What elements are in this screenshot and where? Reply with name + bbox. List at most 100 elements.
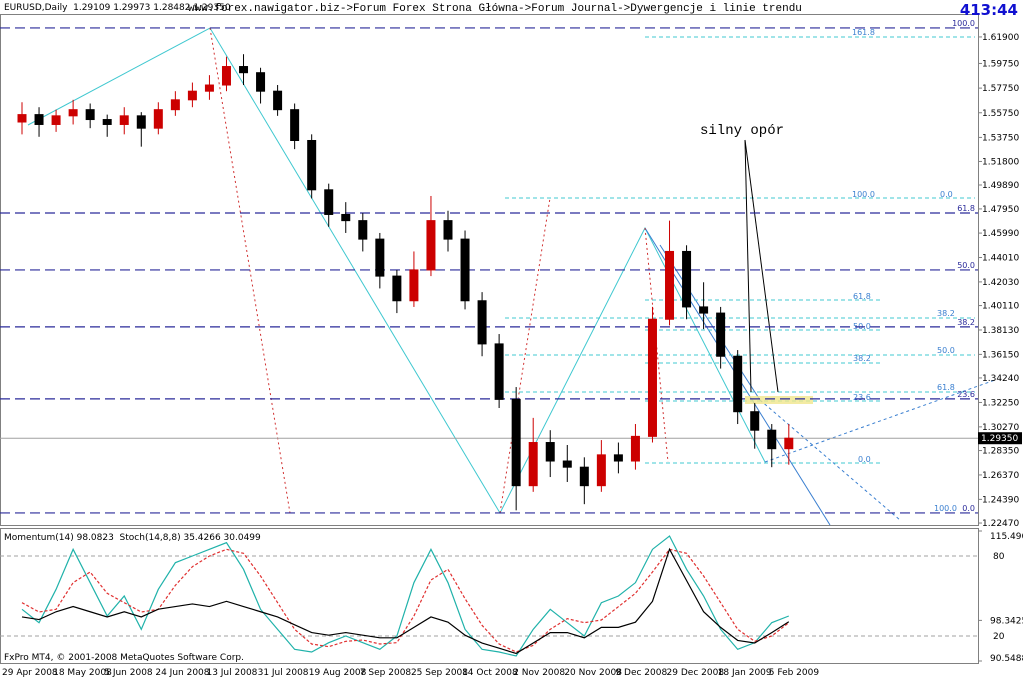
y-tick-label: 1.30270 (982, 423, 1019, 433)
indicator-window (0, 528, 979, 664)
y-tick-label: 1.40110 (982, 302, 1019, 312)
clock: 413:44 (960, 1, 1018, 19)
candle-body (358, 220, 368, 240)
trendline (764, 379, 996, 463)
indicator-line (21, 547, 790, 655)
x-tick-label: 29 Dec 2008 (667, 668, 725, 678)
indicator-title: Momentum(14) 98.0823 Stoch(14,8,8) 35.42… (4, 533, 261, 543)
x-tick-label: 13 Jul 2008 (206, 668, 257, 678)
y-tick-label: 20 (993, 632, 1005, 642)
y-tick-label: 1.26370 (982, 471, 1019, 481)
x-tick-label: 9 Dec 2008 (615, 668, 667, 678)
x-tick-label: 19 Aug 2008 (309, 668, 367, 678)
candle-body (119, 115, 129, 125)
y-tick-label: 1.32250 (982, 398, 1019, 408)
x-tick-label: 24 Jun 2008 (155, 668, 209, 678)
candle-body (153, 109, 163, 129)
y-tick-label: 1.44010 (982, 253, 1019, 263)
candle-body (596, 454, 606, 487)
y-tick-label: 1.57750 (982, 84, 1019, 94)
trendline (659, 244, 761, 401)
x-tick-label: 20 Nov 2008 (564, 668, 622, 678)
candle-body (767, 429, 777, 450)
y-tick-label: 1.24390 (982, 495, 1019, 505)
annotation: 23.6 (853, 393, 871, 402)
footer: FxPro MT4, © 2001-2008 MetaQuotes Softwa… (4, 653, 244, 663)
y-tick-label: 80 (993, 552, 1005, 562)
y-tick-label: 1.51800 (982, 157, 1019, 167)
candle-body (68, 109, 78, 117)
x-tick-label: 18 Jan 2009 (718, 668, 772, 678)
fib-projection (499, 197, 551, 514)
candle-body (102, 119, 112, 125)
y-tick-label: 1.53750 (982, 133, 1019, 143)
y-tick-label: 1.22470 (982, 519, 1019, 529)
candle-body (545, 442, 555, 462)
x-tick-label: 5 Jun 2008 (104, 668, 153, 678)
candle-body (170, 99, 180, 111)
candle-body (443, 220, 453, 240)
fib-label: 61.8 (957, 204, 975, 213)
annotation: silny opór (700, 123, 784, 139)
x-tick-label: 7 Sep 2008 (360, 668, 412, 678)
candle-body (579, 466, 589, 487)
candle-body (647, 318, 657, 437)
candle-body (51, 115, 61, 125)
chart-title: www.forex.nawigator.biz->Forum Forex Str… (188, 3, 802, 15)
y-tick-label: 1.61900 (982, 33, 1019, 43)
candle-body (221, 66, 231, 86)
annotation: 0.0 (940, 190, 953, 199)
candle-body (375, 238, 385, 277)
x-tick-label: 18 May 2008 (53, 668, 112, 678)
resistance-zone (745, 396, 813, 404)
candle-body (613, 454, 623, 462)
candle-body (426, 220, 436, 271)
x-tick-label: 14 Oct 2008 (462, 668, 518, 678)
fib-projection (644, 227, 669, 463)
x-tick-label: 25 Sep 2008 (411, 668, 468, 678)
fib-label: 0.0 (962, 504, 975, 513)
annotation: 0.0 (858, 455, 871, 464)
annotation: 61.8 (853, 292, 871, 301)
candle-body (324, 189, 334, 215)
candle-body (187, 90, 197, 101)
y2-tick-label: 98.3425 (990, 616, 1023, 626)
candle-body (307, 139, 317, 191)
candle-body (665, 250, 675, 320)
y-tick-label: 1.47950 (982, 205, 1019, 215)
indicator-line (21, 548, 790, 653)
candle-body (528, 442, 538, 487)
x-tick-label: 31 Jul 2008 (258, 668, 309, 678)
candle-body (716, 312, 726, 357)
y-tick-label: 1.36150 (982, 350, 1019, 360)
candle-body (699, 306, 709, 314)
last-price-label: 1.29350 (981, 434, 1018, 444)
fib-label: 50.0 (957, 261, 975, 270)
candle-body (477, 300, 487, 345)
candle-body (750, 411, 760, 431)
annotation: 161.8 (852, 28, 875, 37)
candle-body (494, 343, 504, 400)
annotation: 100.0 (852, 190, 875, 199)
trendline (759, 399, 901, 521)
x-tick-label: 5 Feb 2009 (769, 668, 820, 678)
annotation: 38.2 (937, 309, 955, 318)
candle-body (733, 355, 743, 413)
y2-tick-label: 90.5488 (990, 654, 1023, 664)
y2-tick-label: 115.4963 (990, 532, 1023, 542)
candle-body (784, 437, 794, 450)
candle-body (85, 109, 95, 121)
candle-body (392, 275, 402, 302)
candle-body (409, 269, 419, 302)
y-tick-label: 1.45990 (982, 229, 1019, 239)
annotation: 38.2 (853, 354, 871, 363)
candle-body (630, 435, 640, 462)
candle-body (256, 72, 266, 92)
fib-label: 38.2 (957, 318, 975, 327)
annotation: 61.8 (937, 383, 955, 392)
candle-body (341, 213, 351, 222)
y-tick-label: 1.59750 (982, 59, 1019, 69)
candle-body (17, 114, 27, 123)
annotation: 100.0 (934, 504, 957, 513)
